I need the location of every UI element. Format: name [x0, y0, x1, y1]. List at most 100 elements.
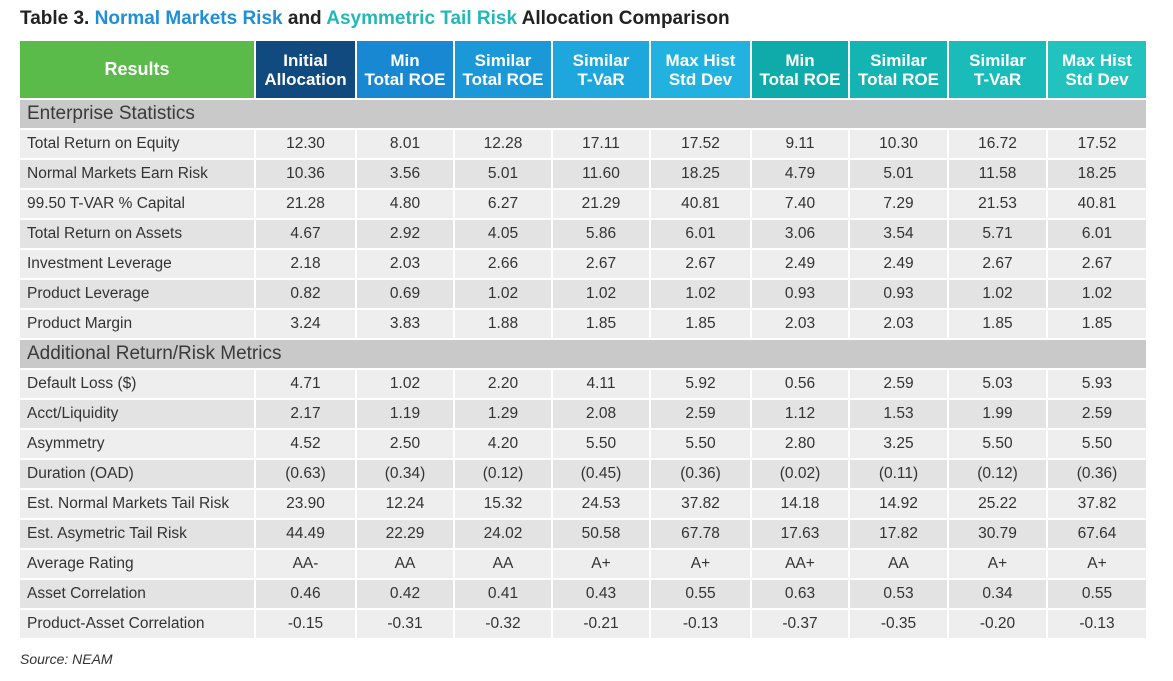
header-line: T-VaR: [577, 69, 625, 89]
table-cell: 2.49: [752, 250, 850, 280]
table-cell: 17.52: [651, 130, 752, 160]
header-line: Similar: [870, 50, 927, 70]
table-cell: 1.88: [455, 310, 553, 340]
table-cell: 5.93: [1048, 370, 1148, 400]
header-line: Std Dev: [1065, 69, 1129, 89]
table-cell: (0.11): [850, 460, 949, 490]
table-cell: 0.55: [1048, 580, 1148, 610]
table-cell: 5.50: [651, 430, 752, 460]
table-cell: 1.02: [357, 370, 455, 400]
table-cell: 12.24: [357, 490, 455, 520]
table-cell: A+: [1048, 550, 1148, 580]
row-label: Average Rating: [20, 550, 256, 580]
table-cell: 1.02: [651, 280, 752, 310]
table-cell: (0.36): [1048, 460, 1148, 490]
table-cell: 1.02: [455, 280, 553, 310]
table-cell: 1.85: [949, 310, 1048, 340]
table-cell: 4.67: [256, 220, 357, 250]
table-row: Investment Leverage 2.18 2.03 2.66 2.67 2.67 2…: [20, 250, 1148, 280]
table-cell: 11.60: [553, 160, 651, 190]
table-body: Enterprise Statistics Total Return on Equ…: [20, 100, 1148, 640]
table-cell: 14.92: [850, 490, 949, 520]
table-cell: 2.03: [357, 250, 455, 280]
table-row: Est. Asymetric Tail Risk 44.49 22.29 24.02 5…: [20, 520, 1148, 550]
section-header-row: Additional Return/Risk Metrics: [20, 340, 1148, 370]
table-row: Average Rating AA- AA AA A+ A+ AA+ AA A+ A+: [20, 550, 1148, 580]
title-prefix: Table 3.: [20, 8, 95, 29]
table-cell: (0.12): [949, 460, 1048, 490]
header-line: Total ROE: [759, 69, 841, 89]
table-row: Default Loss ($) 4.71 1.02 2.20 4.11 5.92 0.56…: [20, 370, 1148, 400]
table-cell: -0.13: [1048, 610, 1148, 640]
table-cell: 24.02: [455, 520, 553, 550]
table-cell: 2.03: [752, 310, 850, 340]
table-cell: 0.46: [256, 580, 357, 610]
row-label: Asset Correlation: [20, 580, 256, 610]
header-line: Initial: [283, 50, 328, 70]
table-cell: 5.86: [553, 220, 651, 250]
table-cell: 2.03: [850, 310, 949, 340]
table-cell: 5.92: [651, 370, 752, 400]
row-label: Investment Leverage: [20, 250, 256, 280]
header-normal-min-total-roe: Min Total ROE: [357, 41, 455, 100]
table-cell: 6.01: [651, 220, 752, 250]
table-cell: 0.56: [752, 370, 850, 400]
table-cell: 0.93: [850, 280, 949, 310]
table-cell: 21.53: [949, 190, 1048, 220]
row-label: Total Return on Equity: [20, 130, 256, 160]
table-cell: 1.02: [553, 280, 651, 310]
header-line: Std Dev: [668, 69, 733, 89]
title-normal-markets: Normal Markets Risk: [94, 8, 283, 29]
table-cell: 7.40: [752, 190, 850, 220]
title-suffix: Allocation Comparison: [517, 8, 730, 29]
table-cell: -0.35: [850, 610, 949, 640]
table-cell: 3.25: [850, 430, 949, 460]
row-label: Product Margin: [20, 310, 256, 340]
table-cell: 3.83: [357, 310, 455, 340]
table-row: Product Margin 3.24 3.83 1.88 1.85 1.85 2.03 2.…: [20, 310, 1148, 340]
table-cell: 6.01: [1048, 220, 1148, 250]
table-cell: 1.85: [651, 310, 752, 340]
table-cell: 2.59: [850, 370, 949, 400]
table-row: Normal Markets Earn Risk 10.36 3.56 5.01 11.…: [20, 160, 1148, 190]
table-cell: 8.01: [357, 130, 455, 160]
table-row: Total Return on Assets 4.67 2.92 4.05 5.86 6.…: [20, 220, 1148, 250]
table-cell: 0.53: [850, 580, 949, 610]
header-tail-max-hist-std-dev: Max Hist Std Dev: [1048, 41, 1148, 100]
table-cell: 3.06: [752, 220, 850, 250]
table-cell: AA+: [752, 550, 850, 580]
table-cell: 5.50: [553, 430, 651, 460]
header-line: Allocation: [264, 69, 347, 89]
header-line: Total ROE: [462, 69, 544, 89]
row-label: Est. Normal Markets Tail Risk: [20, 490, 256, 520]
header-line: Max Hist: [1062, 50, 1132, 70]
row-label: Normal Markets Earn Risk: [20, 160, 256, 190]
table-cell: -0.21: [553, 610, 651, 640]
header-tail-similar-total-roe: Similar Total ROE: [850, 41, 949, 100]
table-cell: 2.92: [357, 220, 455, 250]
table-row: Total Return on Equity 12.30 8.01 12.28 17.1…: [20, 130, 1148, 160]
table-cell: -0.15: [256, 610, 357, 640]
table-cell: -0.20: [949, 610, 1048, 640]
table-cell: 2.66: [455, 250, 553, 280]
table-cell: 2.80: [752, 430, 850, 460]
table-cell: 67.78: [651, 520, 752, 550]
table-cell: 25.22: [949, 490, 1048, 520]
table-cell: 3.56: [357, 160, 455, 190]
table-row: Product-Asset Correlation -0.15 -0.31 -0.32…: [20, 610, 1148, 640]
header-results: Results: [20, 41, 256, 100]
title-and: and: [282, 8, 327, 29]
row-label: Total Return on Assets: [20, 220, 256, 250]
table-cell: 0.34: [949, 580, 1048, 610]
table-cell: A+: [651, 550, 752, 580]
table-cell: 1.12: [752, 400, 850, 430]
table-cell: 6.27: [455, 190, 553, 220]
table-cell: 40.81: [1048, 190, 1148, 220]
table-cell: 37.82: [651, 490, 752, 520]
header-tail-similar-tvar: Similar T-VaR: [949, 41, 1048, 100]
table-row: Product Leverage 0.82 0.69 1.02 1.02 1.02 0.93…: [20, 280, 1148, 310]
table-cell: 1.29: [455, 400, 553, 430]
table-cell: 18.25: [651, 160, 752, 190]
table-cell: 5.50: [949, 430, 1048, 460]
row-label: Default Loss ($): [20, 370, 256, 400]
